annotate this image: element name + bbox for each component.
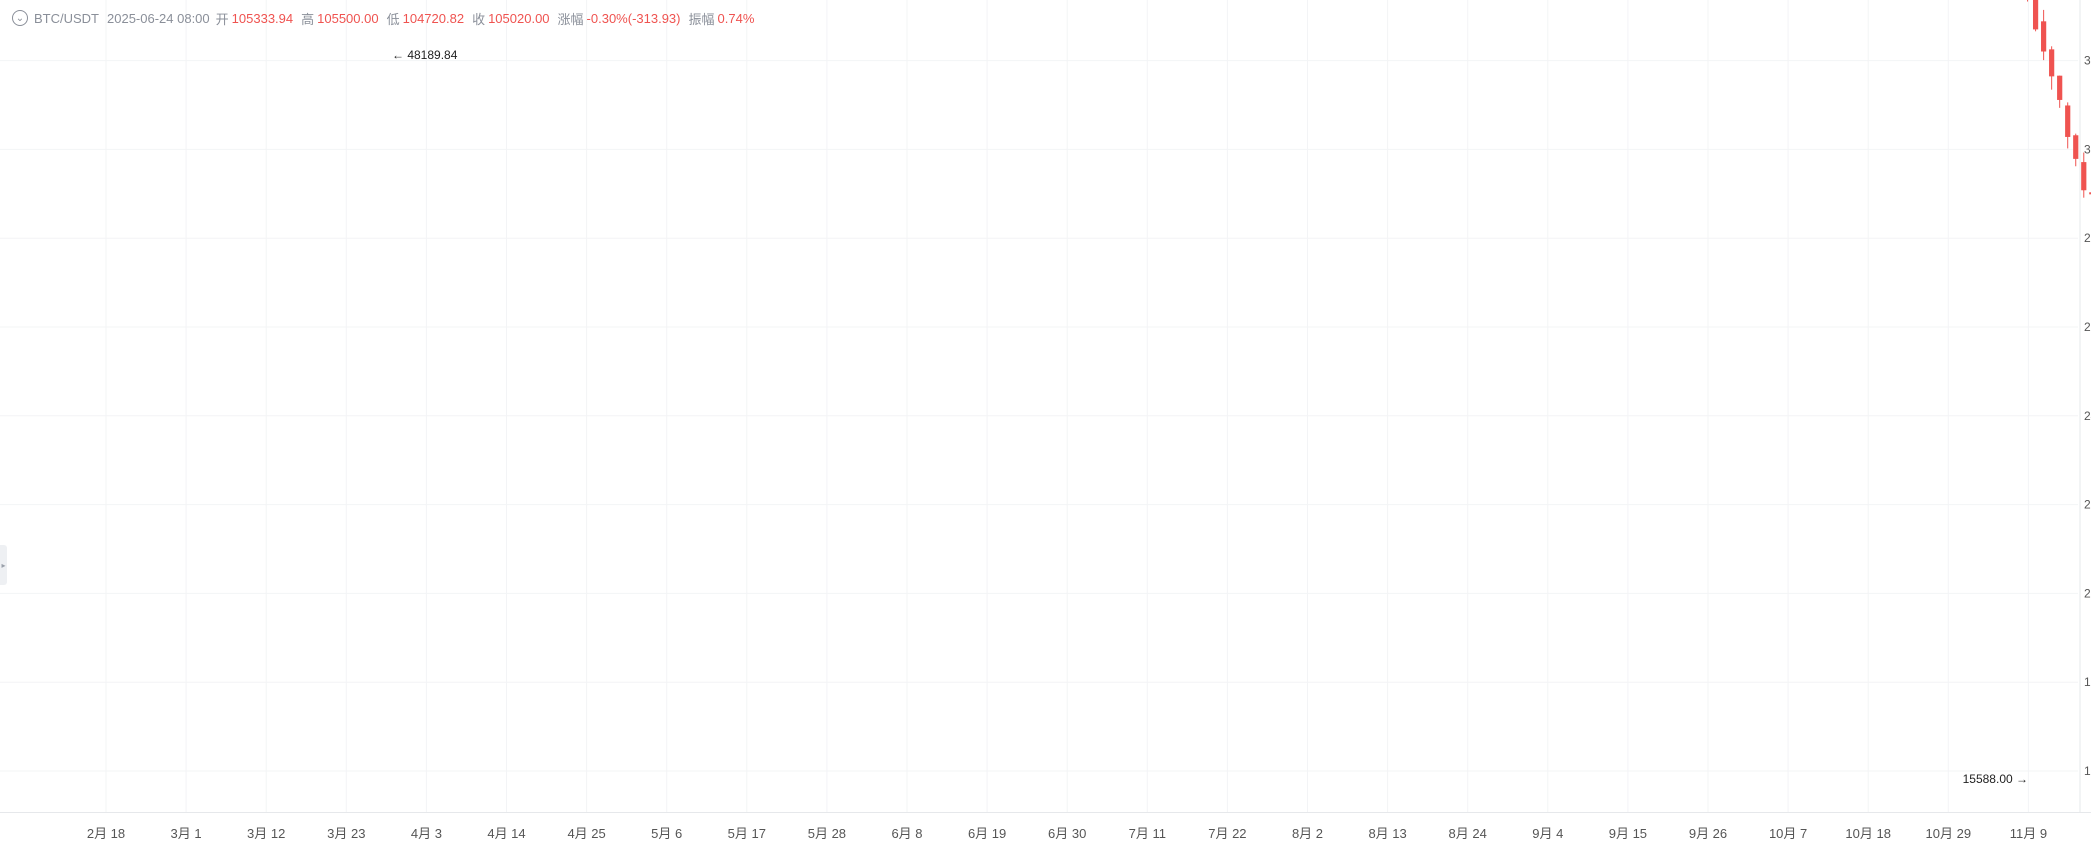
y-tick-label: 18000 (2084, 675, 2091, 689)
x-tick-label: 11月 9 (2010, 826, 2047, 841)
y-tick-label: 28000 (2084, 231, 2091, 245)
candle-body (2049, 49, 2055, 77)
x-tick-label: 10月 18 (1845, 826, 1891, 841)
x-tick-label: 5月 28 (808, 826, 846, 841)
candle-body (2081, 162, 2087, 191)
y-tick-label: 26000 (2084, 320, 2091, 334)
x-tick-label: 7月 22 (1208, 826, 1246, 841)
x-tick-label: 7月 11 (1129, 826, 1166, 841)
x-tick-label: 2月 18 (87, 826, 125, 841)
close-value: 105020.00 (488, 10, 550, 26)
open-value: 105333.94 (231, 10, 294, 26)
x-tick-label: 9月 26 (1689, 826, 1727, 841)
x-tick-label: 5月 17 (728, 826, 766, 841)
x-tick-label: 3月 1 (171, 826, 202, 841)
y-tick-label: 32000 (2084, 54, 2091, 68)
x-tick-label: 4月 3 (411, 826, 442, 841)
y-tick-label: 22000 (2084, 498, 2091, 512)
candle-body (2089, 192, 2091, 195)
x-tick-label: 8月 2 (1292, 826, 1323, 841)
datetime-label: 2025-06-24 08:00 (107, 10, 210, 26)
close-label: 收 (472, 11, 486, 27)
candle-body (2041, 21, 2047, 52)
change-value: -0.30%(-313.93) (586, 10, 681, 26)
x-tick-label: 10月 7 (1769, 826, 1807, 841)
y-tick-label: 20000 (2084, 586, 2091, 600)
open-label: 开 (215, 11, 229, 27)
high-label: 高 (301, 11, 315, 27)
candle-body (2065, 105, 2071, 137)
chevron-right-icon: ▸ (1, 560, 6, 570)
y-tick-label: 30000 (2084, 142, 2091, 156)
symbol-label: BTC/USDT (34, 10, 99, 26)
x-tick-label: 9月 15 (1609, 826, 1647, 841)
x-tick-label: 6月 19 (968, 826, 1006, 841)
x-tick-label: 4月 25 (567, 826, 605, 841)
x-tick-label: 4月 14 (487, 826, 525, 841)
candle-body (2057, 75, 2063, 100)
amplitude-label: 振幅 (688, 11, 715, 27)
side-panel-toggle[interactable]: ▸ (0, 545, 7, 585)
high-value: 105500.00 (317, 10, 379, 26)
x-tick-label: 6月 30 (1048, 826, 1086, 841)
x-tick-label: 8月 13 (1368, 826, 1406, 841)
x-tick-label: 5月 6 (651, 826, 682, 841)
max-price-annotation: ← 48189.84 (392, 48, 458, 62)
candle-body (2032, 0, 2039, 30)
y-tick-label: 16000 (2084, 764, 2091, 778)
x-tick-label: 3月 23 (327, 826, 365, 841)
min-price-annotation: 15588.00 → (1963, 772, 2028, 786)
amplitude-value: 0.74% (717, 10, 755, 26)
candle-body (2073, 135, 2079, 159)
x-tick-label: 10月 29 (1926, 826, 1972, 841)
low-value: 104720.82 (402, 10, 465, 26)
x-tick-label: 6月 8 (891, 826, 922, 841)
collapse-chevron-icon[interactable]: ⌄ (12, 10, 28, 26)
low-label: 低 (386, 11, 400, 27)
x-tick-label: 3月 12 (247, 826, 285, 841)
ohlc-legend: ⌄ BTC/USDT 2025-06-24 08:00 开 105333.94 … (12, 8, 762, 28)
x-tick-label: 9月 4 (1532, 826, 1563, 841)
change-label: 涨幅 (557, 11, 584, 27)
x-tick-label: 8月 24 (1449, 826, 1487, 841)
y-tick-label: 24000 (2084, 409, 2091, 423)
